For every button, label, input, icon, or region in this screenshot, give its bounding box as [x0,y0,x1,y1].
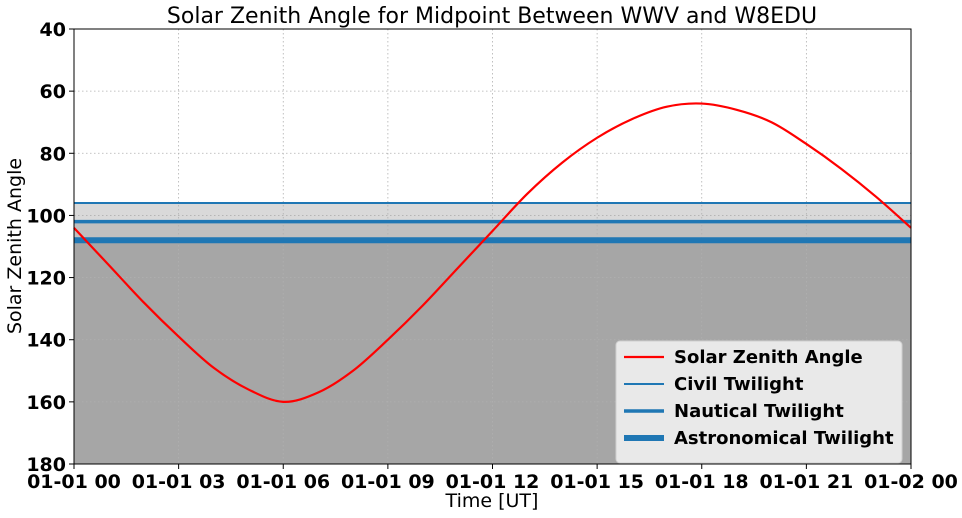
x-tick-label-1: 01-01 03 [132,471,226,493]
y-tick-label-4: 120 [26,268,66,290]
y-axis-label: Solar Zenith Angle [4,158,26,334]
y-tick-label-3: 100 [26,205,66,227]
y-tick-label-1: 60 [40,81,66,103]
x-tick-label-3: 01-01 09 [341,471,435,493]
y-tick-label-7: 180 [26,454,66,476]
y-tick-label-0: 40 [40,19,66,41]
legend-label-3: Astronomical Twilight [674,428,894,449]
y-tick-label-2: 80 [40,143,66,165]
y-tick-label-6: 160 [26,392,66,414]
x-tick-label-2: 01-01 06 [236,471,330,493]
x-tick-label-8: 01-02 00 [864,471,958,493]
x-tick-label-6: 01-01 18 [655,471,749,493]
series-line-0 [73,102,912,403]
y-tick-label-5: 140 [26,330,66,352]
legend-label-0: Solar Zenith Angle [674,347,863,368]
chart-title: Solar Zenith Angle for Midpoint Between … [167,4,817,29]
legend-box [615,340,903,464]
legend: Solar Zenith Angle Civil Twilight Nautical… [615,340,903,464]
shaded-region-0 [74,203,911,222]
legend-label-1: Civil Twilight [674,374,804,395]
x-tick-label-5: 01-01 15 [550,471,644,493]
x-tick-label-0: 01-01 00 [27,471,121,493]
x-tick-label-7: 01-01 21 [759,471,853,493]
x-axis-label: Time [UT] [445,490,539,512]
x-tick-label-4: 01-01 12 [446,471,540,493]
legend-label-2: Nautical Twilight [674,401,844,422]
